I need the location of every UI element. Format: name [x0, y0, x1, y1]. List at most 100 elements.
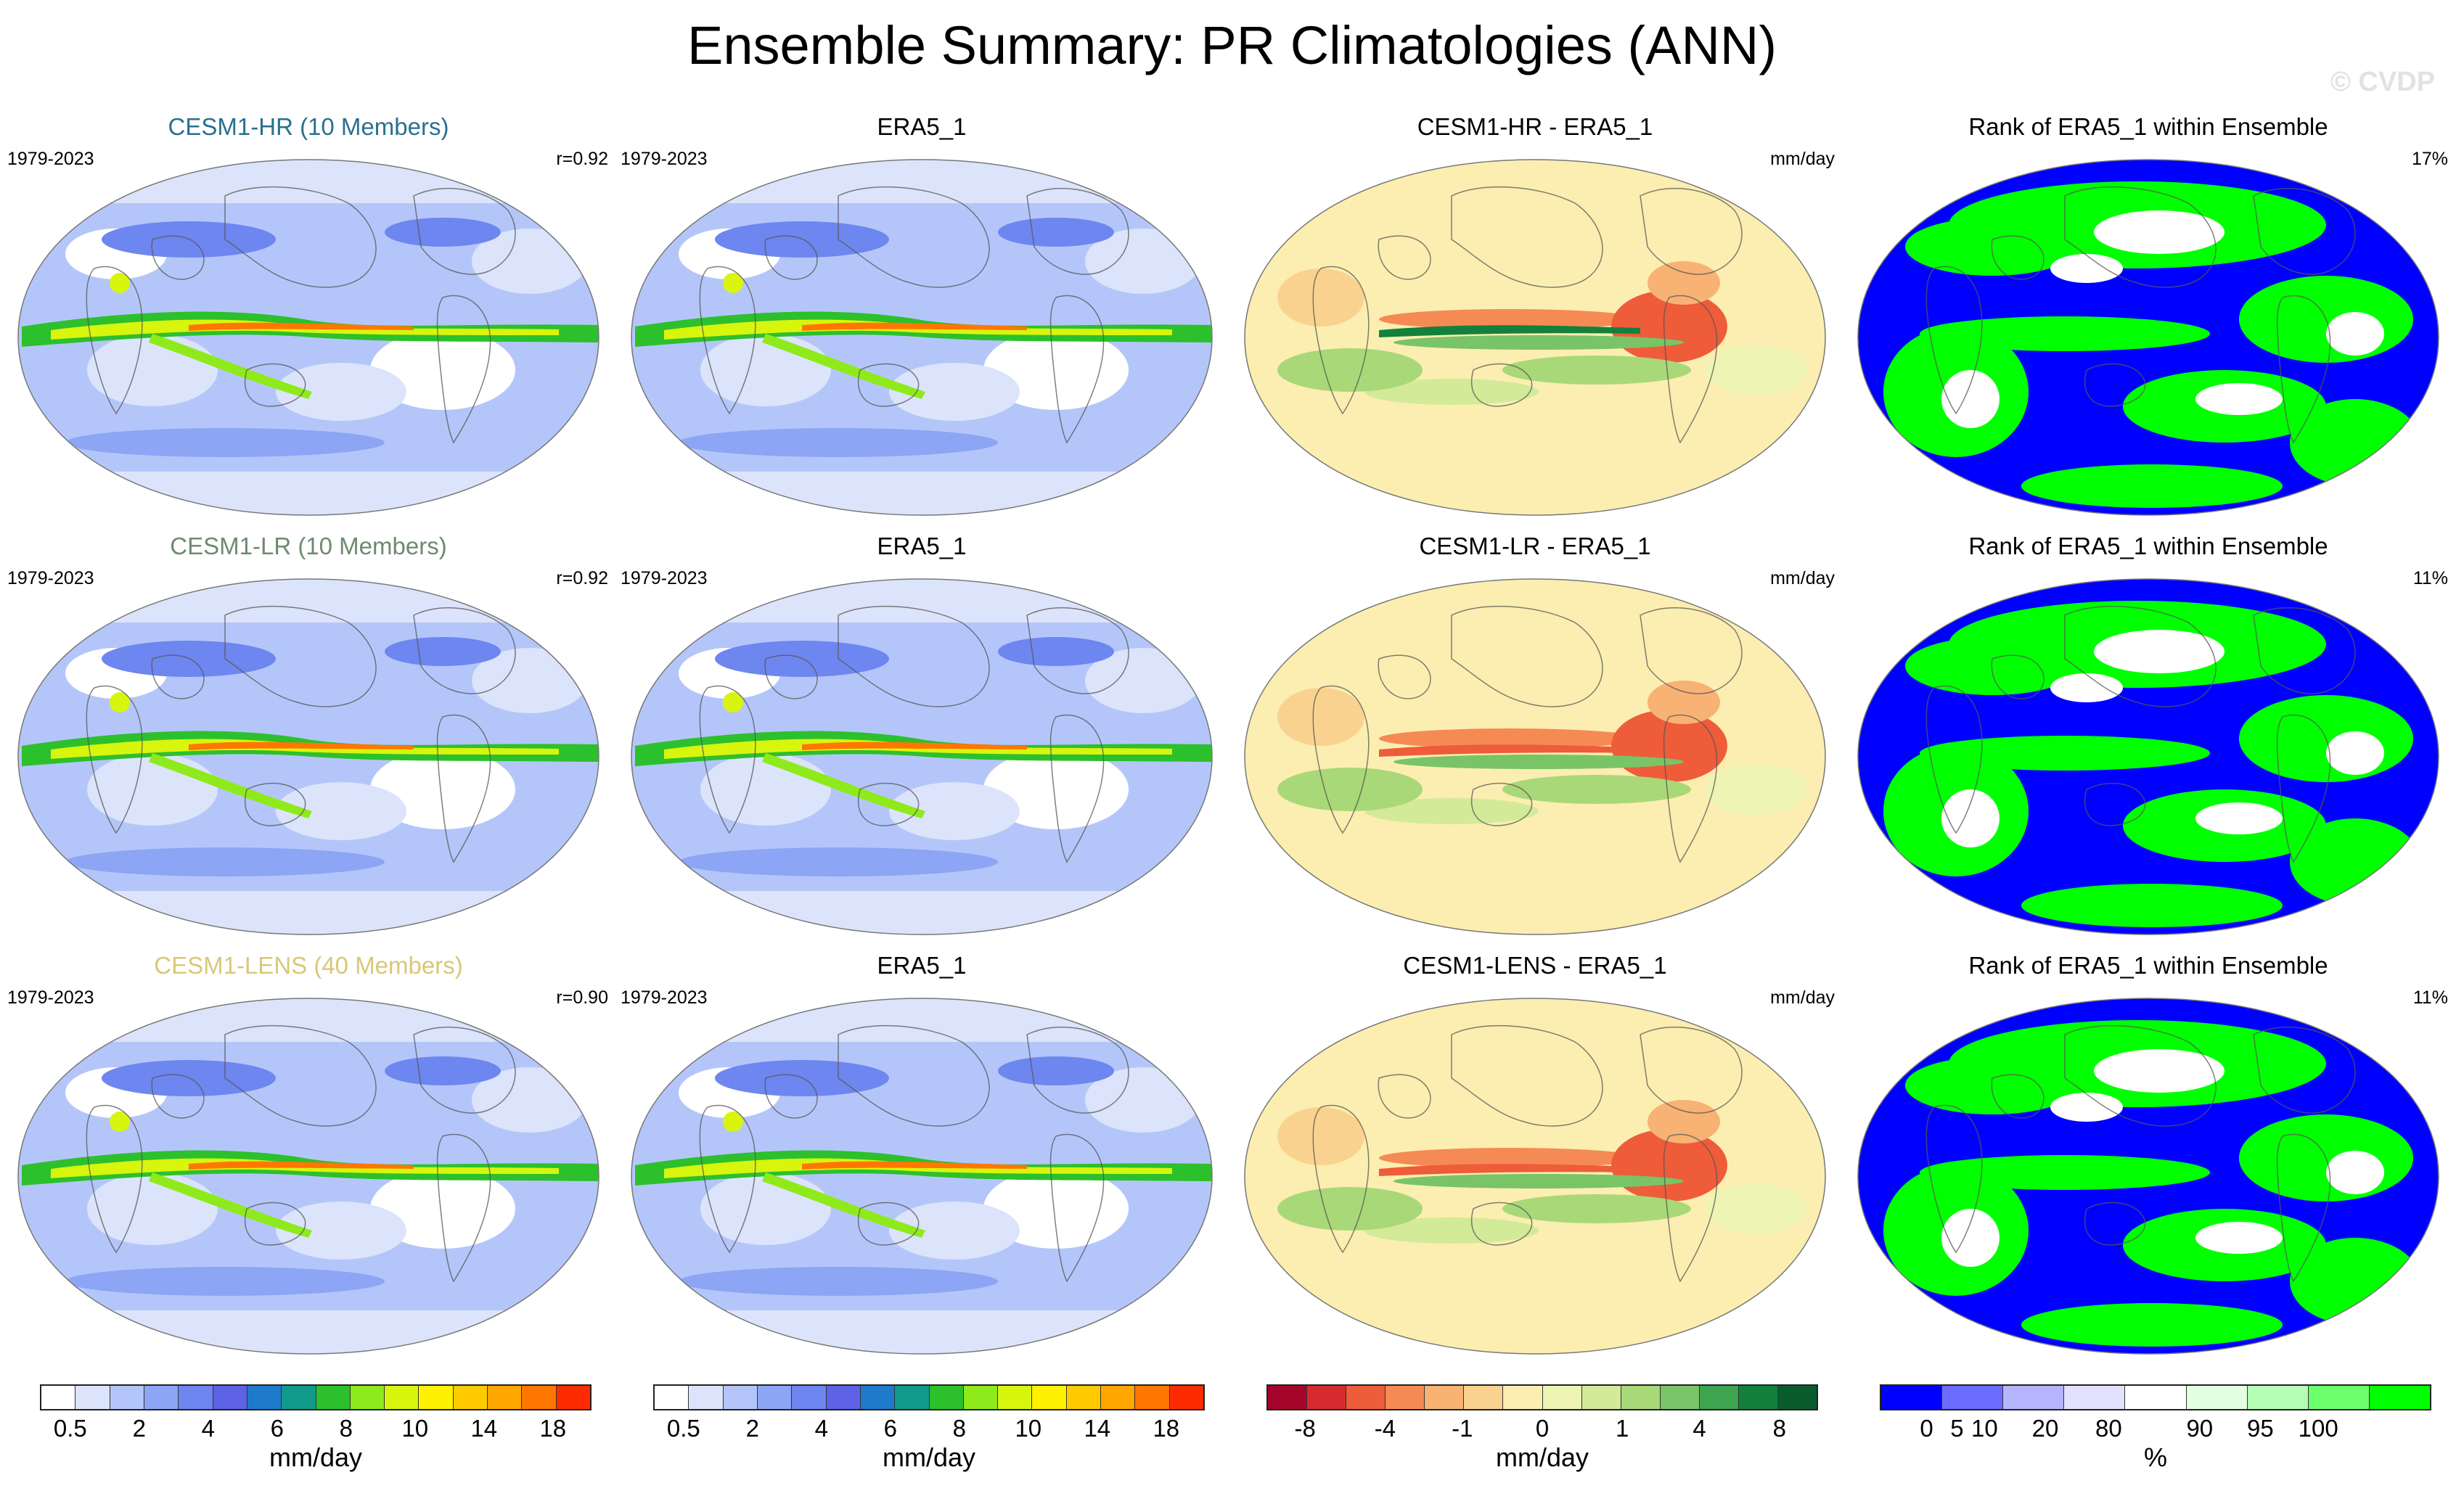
map-svg — [1857, 159, 2439, 516]
colorbar-box — [1581, 1386, 1621, 1409]
colorbar-box — [1503, 1386, 1543, 1409]
colorbar-box — [2247, 1386, 2309, 1409]
colorbar-boxes — [40, 1384, 592, 1410]
colorbar-tick-label: 0 — [1920, 1415, 1933, 1442]
colorbar-4: 0 5 10 20 80 90 95 100% — [1880, 1384, 2431, 1479]
period-label: 1979-2023 — [7, 568, 94, 588]
colorbar-tick-label: 14 — [470, 1415, 498, 1442]
colorbar-unit: mm/day — [269, 1442, 363, 1472]
colorbar-tick-label: 8 — [339, 1415, 353, 1442]
colorbar-tick-label: 90 — [2186, 1415, 2214, 1442]
colorbar-tick-label: -8 — [1294, 1415, 1316, 1442]
correlation-label: r=0.92 — [556, 149, 608, 169]
colorbar-tick-label: 6 — [270, 1415, 284, 1442]
map-svg — [1857, 998, 2439, 1355]
correlation-label: r=0.90 — [556, 987, 608, 1008]
map-svg — [1244, 159, 1826, 516]
colorbar-box — [179, 1386, 213, 1409]
map-svg — [1857, 578, 2439, 935]
colorbar-box — [144, 1386, 179, 1409]
map-diff — [1234, 152, 1836, 522]
colorbar-tick-label: 100 — [2298, 1415, 2338, 1442]
colorbar-tick-label: 4 — [201, 1415, 215, 1442]
colorbar-tick-label: 4 — [1693, 1415, 1706, 1442]
colorbar-box — [2308, 1386, 2370, 1409]
unit-label: mm/day — [1770, 149, 1835, 169]
colorbar-ticks: 0 5 10 20 80 90 95 100 — [1880, 1415, 2431, 1444]
map-obs — [621, 991, 1223, 1361]
colorbar-box — [1101, 1386, 1136, 1409]
period-label: 1979-2023 — [621, 149, 708, 169]
colorbar-box — [689, 1386, 724, 1409]
colorbar-tick-label: 18 — [539, 1415, 567, 1442]
colorbar-box — [110, 1386, 144, 1409]
colorbar-box — [316, 1386, 351, 1409]
colorbar-box — [1542, 1386, 1582, 1409]
panel-title: ERA5_1 — [877, 952, 967, 979]
colorbar-box — [2125, 1386, 2187, 1409]
map-obs — [621, 152, 1223, 522]
colorbar-box — [1738, 1386, 1779, 1409]
colorbar-3: -8 -4 -1 0 1 4 8 mm/day — [1266, 1384, 1818, 1479]
colorbar-box — [1699, 1386, 1739, 1409]
colorbar-box — [826, 1386, 861, 1409]
map-model — [7, 991, 610, 1361]
panel-model-1: CESM1-HR (10 Members) 1979-2023 r=0.92 — [7, 112, 610, 526]
colorbar-box — [247, 1386, 282, 1409]
period-label: 1979-2023 — [621, 568, 708, 588]
colorbar-box — [1621, 1386, 1661, 1409]
panel-model-3: CESM1-LENS (40 Members) 1979-2023 r=0.90 — [7, 951, 610, 1365]
colorbar-box — [2369, 1386, 2430, 1409]
panel-diff-3: CESM1-LENS - ERA5_1 mm/day — [1234, 951, 1836, 1365]
colorbar-ticks: 0.5 2 4 6 8 10 14 18 — [40, 1415, 592, 1444]
colorbar-box — [792, 1386, 827, 1409]
colorbar-tick-label: 80 — [2095, 1415, 2122, 1442]
colorbar-box — [1307, 1386, 1347, 1409]
colorbar-tick-label: -4 — [1374, 1415, 1396, 1442]
map-svg — [1244, 998, 1826, 1355]
panel-title: CESM1-LENS (40 Members) — [154, 952, 463, 979]
map-diff — [1234, 572, 1836, 942]
panel-title: CESM1-LENS - ERA5_1 — [1403, 952, 1667, 979]
map-svg — [631, 998, 1213, 1355]
colorbar-box — [929, 1386, 964, 1409]
colorbar-box — [488, 1386, 523, 1409]
colorbar-box — [1881, 1386, 1943, 1409]
period-label: 1979-2023 — [7, 987, 94, 1008]
colorbar-ticks: -8 -4 -1 0 1 4 8 — [1266, 1415, 1818, 1444]
colorbar-tick-label: 2 — [745, 1415, 759, 1442]
colorbar-tick-label: 18 — [1153, 1415, 1180, 1442]
colorbar-box — [453, 1386, 488, 1409]
colorbar-box — [1066, 1386, 1102, 1409]
colorbar-tick-label: 0.5 — [666, 1415, 700, 1442]
colorbar-box — [1464, 1386, 1504, 1409]
colorbar-tick-label: 4 — [814, 1415, 828, 1442]
panel-obs-3: ERA5_1 1979-2023 — [621, 951, 1223, 1365]
percent-label: 11% — [2412, 987, 2448, 1008]
map-model — [7, 152, 610, 522]
panel-rank-3: Rank of ERA5_1 within Ensemble 11% — [1847, 951, 2449, 1365]
colorbar-tick-label: 5 — [1950, 1415, 1964, 1442]
colorbar-box — [1778, 1386, 1817, 1409]
period-label: 1979-2023 — [621, 987, 708, 1008]
colorbar-box — [1032, 1386, 1067, 1409]
colorbar-box — [419, 1386, 454, 1409]
panel-title: CESM1-LR (10 Members) — [170, 533, 447, 559]
colorbar-box — [1346, 1386, 1386, 1409]
colorbar-box — [655, 1386, 689, 1409]
panel-title: CESM1-HR (10 Members) — [168, 113, 449, 140]
map-rank — [1847, 572, 2449, 942]
map-obs — [621, 572, 1223, 942]
panel-rank-2: Rank of ERA5_1 within Ensemble 11% — [1847, 532, 2449, 945]
map-diff — [1234, 991, 1836, 1361]
colorbar-boxes — [1266, 1384, 1818, 1410]
colorbar-box — [2186, 1386, 2248, 1409]
percent-label: 11% — [2412, 568, 2448, 588]
colorbar-box — [75, 1386, 110, 1409]
colorbar-box — [1942, 1386, 2004, 1409]
map-model — [7, 572, 610, 942]
colorbar-box — [757, 1386, 793, 1409]
panel-title: Rank of ERA5_1 within Ensemble — [1968, 533, 2328, 559]
panel-rank-1: Rank of ERA5_1 within Ensemble 17% — [1847, 112, 2449, 526]
colorbar-box — [860, 1386, 896, 1409]
